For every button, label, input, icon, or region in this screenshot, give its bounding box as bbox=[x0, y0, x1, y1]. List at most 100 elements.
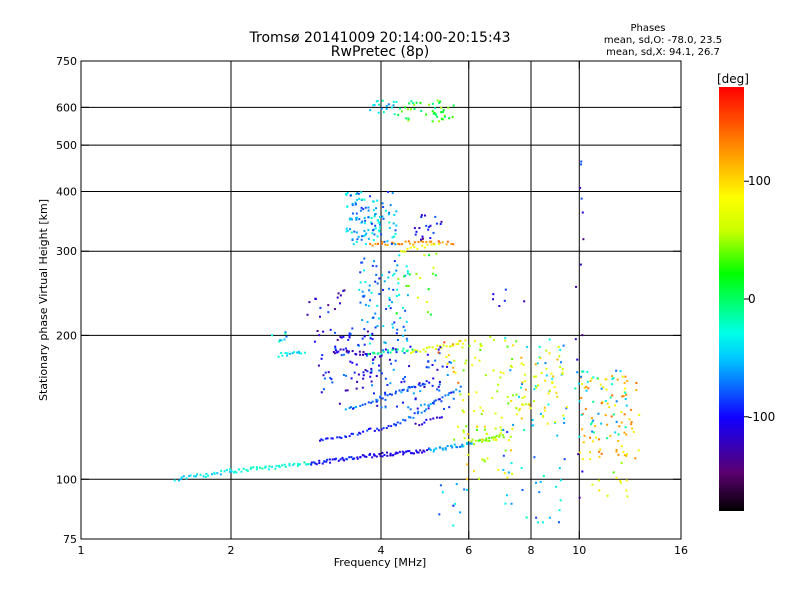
data-point bbox=[386, 451, 389, 454]
data-point bbox=[475, 391, 478, 394]
data-point bbox=[339, 294, 342, 297]
data-point bbox=[545, 367, 548, 370]
data-point bbox=[394, 452, 397, 455]
data-point bbox=[576, 371, 579, 374]
data-point bbox=[381, 202, 384, 205]
data-point bbox=[375, 398, 378, 401]
data-point bbox=[483, 460, 486, 463]
data-point bbox=[506, 345, 509, 348]
data-point bbox=[359, 432, 362, 435]
data-point bbox=[386, 454, 389, 457]
data-point bbox=[284, 351, 287, 354]
data-point bbox=[440, 220, 443, 223]
data-point bbox=[559, 479, 562, 482]
data-point bbox=[595, 436, 598, 439]
data-point bbox=[518, 409, 521, 412]
data-point bbox=[392, 222, 395, 225]
data-point bbox=[363, 294, 366, 297]
data-point bbox=[378, 369, 381, 372]
data-point bbox=[372, 392, 375, 395]
data-point bbox=[286, 352, 289, 355]
data-point bbox=[542, 475, 545, 478]
data-point bbox=[484, 439, 487, 442]
data-point bbox=[543, 409, 546, 412]
data-point bbox=[372, 200, 375, 203]
data-point bbox=[625, 433, 628, 436]
data-point bbox=[481, 438, 484, 441]
data-point bbox=[344, 347, 347, 350]
data-point bbox=[606, 494, 609, 497]
data-point bbox=[380, 107, 383, 110]
data-point bbox=[362, 374, 365, 377]
data-point bbox=[525, 516, 528, 519]
data-point bbox=[355, 217, 358, 220]
data-point bbox=[413, 412, 416, 415]
data-point bbox=[506, 395, 509, 398]
data-point bbox=[521, 489, 524, 492]
data-point bbox=[465, 425, 468, 428]
data-point bbox=[486, 439, 489, 442]
data-point bbox=[410, 452, 413, 455]
data-point bbox=[323, 377, 326, 380]
data-point bbox=[413, 103, 416, 106]
data-point bbox=[363, 216, 366, 219]
data-point bbox=[426, 311, 429, 314]
data-point bbox=[370, 216, 373, 219]
data-point bbox=[521, 403, 524, 406]
data-point bbox=[433, 243, 436, 246]
data-point bbox=[509, 435, 512, 438]
data-point bbox=[437, 351, 440, 354]
data-point bbox=[338, 402, 341, 405]
data-point bbox=[446, 374, 449, 377]
data-point bbox=[351, 212, 354, 215]
data-point bbox=[459, 385, 462, 388]
data-point bbox=[376, 304, 379, 307]
data-point bbox=[363, 328, 366, 331]
data-point bbox=[467, 393, 470, 396]
data-point bbox=[313, 340, 316, 343]
data-point bbox=[457, 342, 460, 345]
data-point bbox=[617, 453, 620, 456]
data-point bbox=[328, 458, 331, 461]
data-point bbox=[406, 247, 409, 250]
y-tick-label: 100 bbox=[56, 473, 77, 486]
data-point bbox=[350, 377, 353, 380]
data-point bbox=[376, 219, 379, 222]
data-point bbox=[503, 299, 506, 302]
data-point bbox=[462, 429, 465, 432]
data-point bbox=[245, 468, 248, 471]
data-point bbox=[429, 403, 432, 406]
data-point bbox=[492, 438, 495, 441]
data-point bbox=[440, 106, 443, 109]
data-point bbox=[385, 427, 388, 430]
data-point bbox=[545, 374, 548, 377]
data-point bbox=[366, 353, 369, 356]
data-point bbox=[421, 235, 424, 238]
data-point bbox=[373, 454, 376, 457]
data-point bbox=[388, 296, 391, 299]
data-point bbox=[334, 349, 337, 352]
data-point bbox=[380, 352, 383, 355]
data-point bbox=[370, 371, 373, 374]
data-point bbox=[462, 411, 465, 414]
data-point bbox=[451, 344, 454, 347]
data-point bbox=[510, 399, 513, 402]
data-point bbox=[611, 383, 614, 386]
data-point bbox=[398, 389, 401, 392]
data-point bbox=[584, 407, 587, 410]
data-point bbox=[446, 362, 449, 365]
data-point bbox=[475, 425, 478, 428]
data-point bbox=[356, 456, 359, 459]
data-point bbox=[483, 459, 486, 462]
data-point bbox=[483, 425, 486, 428]
data-point bbox=[344, 408, 347, 411]
data-point bbox=[365, 232, 368, 235]
data-point bbox=[371, 332, 374, 335]
data-point bbox=[534, 385, 537, 388]
data-point bbox=[423, 246, 426, 249]
data-point bbox=[364, 281, 367, 284]
data-point bbox=[407, 406, 410, 409]
data-point bbox=[334, 347, 337, 350]
data-point bbox=[533, 456, 536, 459]
data-point bbox=[406, 450, 409, 453]
